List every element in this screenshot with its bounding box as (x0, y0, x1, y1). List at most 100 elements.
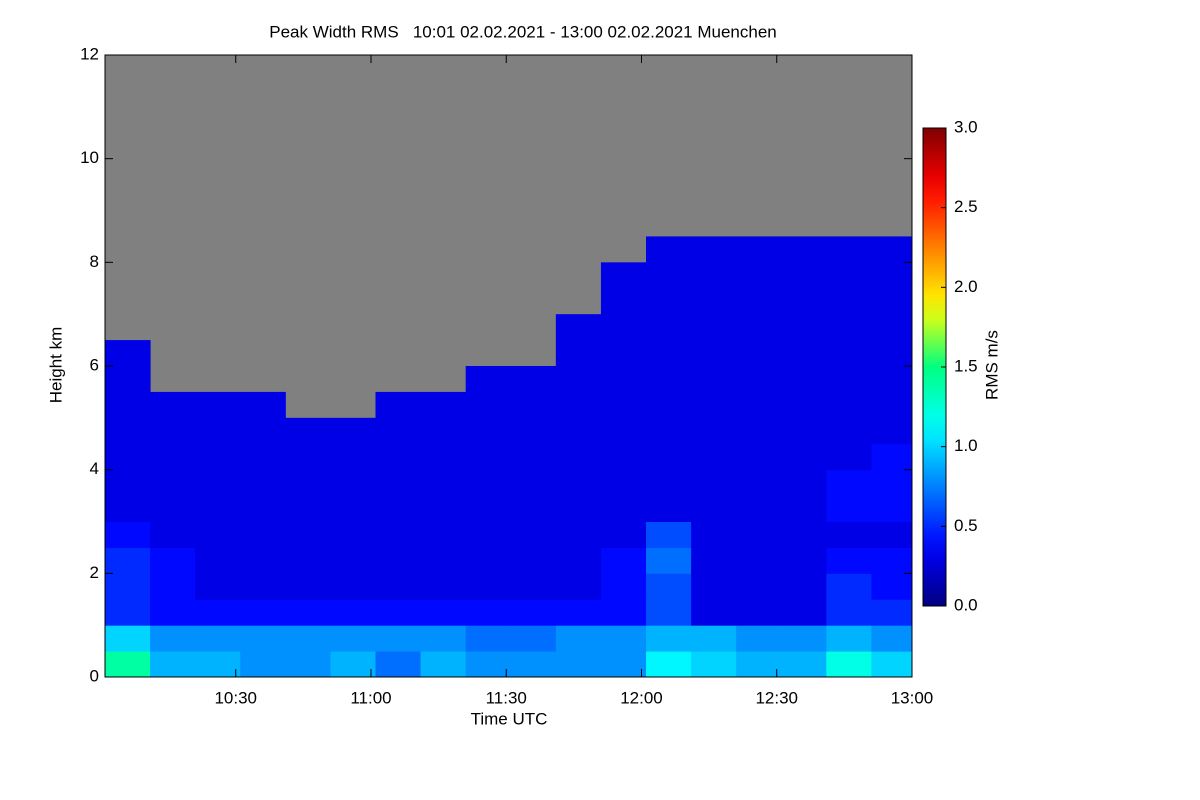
heatmap-cell (150, 521, 196, 548)
x-tick-label: 12:00 (620, 688, 663, 707)
heatmap-cell (646, 547, 692, 574)
heatmap-cell (781, 599, 827, 626)
heatmap-cell (871, 521, 913, 548)
colorbar-tick-label: 0.5 (954, 516, 978, 535)
heatmap-cell (646, 314, 692, 341)
heatmap-cell (510, 521, 557, 548)
heatmap-cell (465, 651, 512, 678)
heatmap-cell (826, 417, 872, 445)
heatmap-cell (375, 469, 422, 497)
heatmap-cell (375, 573, 422, 600)
heatmap-cell (826, 651, 872, 678)
heatmap-cell (691, 417, 737, 445)
heatmap-cell (646, 651, 692, 678)
heatmap-cell (826, 366, 872, 393)
heatmap-cell (600, 651, 647, 678)
heatmap-cell (150, 391, 196, 419)
heatmap-cell (871, 314, 913, 341)
heatmap-cell (646, 366, 692, 393)
heatmap-cell (691, 547, 737, 574)
heatmap-cell (240, 469, 286, 497)
heatmap-cell (736, 236, 782, 263)
heatmap-cell (150, 495, 196, 522)
heatmap-cell (691, 366, 737, 393)
heatmap-cell (195, 469, 241, 497)
heatmap-cell (736, 340, 782, 367)
colorbar-tick-label: 2.5 (954, 197, 978, 216)
heatmap-cell (781, 547, 827, 574)
heatmap-cell (105, 340, 151, 367)
heatmap-cell (646, 443, 692, 471)
heatmap-cell (826, 236, 872, 263)
heatmap-cell (736, 262, 782, 289)
heatmap-cell (105, 417, 151, 445)
y-tick-label: 12 (80, 44, 99, 63)
heatmap-cell (465, 366, 512, 393)
heatmap-cell (646, 469, 692, 497)
heatmap-cell (420, 443, 467, 471)
heatmap-cell (330, 495, 377, 522)
colorbar-tick-label: 3.0 (954, 117, 978, 136)
heatmap-cell (420, 599, 467, 626)
heatmap-cell (150, 651, 196, 678)
heatmap-cell (285, 625, 331, 652)
heatmap-cell (691, 651, 737, 678)
heatmap-cell (736, 573, 782, 600)
heatmap-cell (600, 469, 647, 497)
heatmap-cell (375, 391, 422, 419)
heatmap-cell (871, 391, 913, 419)
heatmap-cell (826, 340, 872, 367)
heatmap-cell (691, 521, 737, 548)
heatmap-cell (871, 651, 913, 678)
heatmap-cell (736, 288, 782, 315)
heatmap-cell (330, 651, 377, 678)
heatmap-cell (736, 495, 782, 522)
heatmap-cell (510, 417, 557, 445)
heatmap-cell (826, 469, 872, 497)
heatmap-cell (285, 599, 331, 626)
heatmap-cell (375, 625, 422, 652)
heatmap-cell (330, 547, 377, 574)
heatmap-cell (195, 599, 241, 626)
heatmap-cell (510, 443, 557, 471)
heatmap-cell (330, 625, 377, 652)
heatmap-cell (465, 469, 512, 497)
heatmap-cell (195, 417, 241, 445)
heatmap-cell (781, 262, 827, 289)
heatmap-cell (330, 573, 377, 600)
heatmap-cell (600, 262, 647, 289)
heatmap-cell (555, 625, 602, 652)
heatmap-cell (600, 366, 647, 393)
heatmap-cell (781, 417, 827, 445)
heatmap-cell (240, 599, 286, 626)
heatmap-cell (826, 625, 872, 652)
heatmap-cell (375, 547, 422, 574)
heatmap-cell (781, 625, 827, 652)
heatmap-cell (646, 521, 692, 548)
heatmap-cell (600, 547, 647, 574)
heatmap-cell (150, 599, 196, 626)
colorbar-tick-label: 1.0 (954, 436, 978, 455)
x-axis-label: Time UTC (471, 709, 548, 728)
heatmap-cell (646, 391, 692, 419)
heatmap-cell (871, 625, 913, 652)
heatmap-cell (375, 599, 422, 626)
heatmap-cell (150, 469, 196, 497)
heatmap-cell (871, 599, 913, 626)
heatmap-cell (510, 547, 557, 574)
heatmap-cell (781, 391, 827, 419)
heatmap-cell (826, 443, 872, 471)
heatmap-cell (105, 521, 151, 548)
heatmap-cell (375, 495, 422, 522)
heatmap-cell (375, 443, 422, 471)
colorbar-tick-label: 1.5 (954, 356, 978, 375)
heatmap-cell (871, 573, 913, 600)
heatmap-cell (420, 651, 467, 678)
y-tick-label: 8 (90, 252, 99, 271)
heatmap-cell (691, 340, 737, 367)
heatmap-cell (871, 288, 913, 315)
heatmap-cell (826, 573, 872, 600)
heatmap-cell (510, 651, 557, 678)
y-tick-label: 10 (80, 148, 99, 167)
